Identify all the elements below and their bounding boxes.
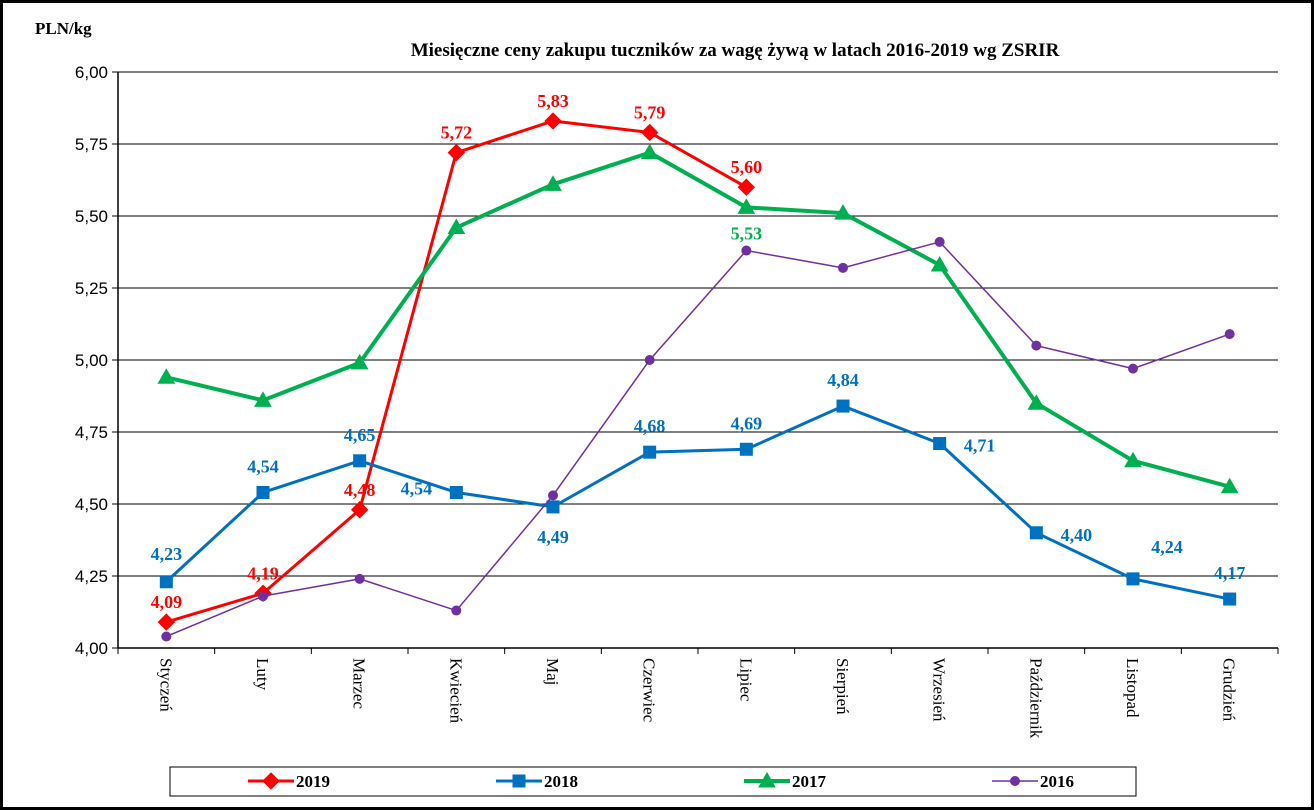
data-label: 4,24 [1151,537,1183,557]
data-label: 4,19 [247,563,279,583]
marker [451,605,462,616]
marker [447,218,466,235]
marker [548,490,558,501]
marker [1027,394,1046,410]
data-label: 4,54 [247,456,279,476]
legend-label: 2018 [544,772,578,791]
marker [447,143,466,162]
marker [838,262,848,273]
x-tick-label: Lipiec [736,658,755,702]
data-label: 4,68 [634,416,666,436]
x-tick-label: Styczeń [156,658,175,712]
marker [350,353,369,370]
marker [354,573,365,584]
marker [544,112,562,130]
y-tick-label: 4,75 [75,423,108,442]
x-tick-label: Wrzesień [930,658,949,722]
marker [353,454,367,468]
marker [930,255,949,272]
data-label: 5,72 [441,123,473,143]
marker [933,437,947,451]
x-tick-label: Maj [543,658,562,685]
marker [449,485,463,499]
y-tick-label: 4,25 [75,567,108,586]
y-tick-label: 6,00 [75,63,108,82]
marker [254,391,272,407]
legend-marker [758,771,776,788]
marker [256,485,270,499]
data-label: 4,71 [964,436,996,456]
marker [741,245,752,256]
data-label: 5,60 [731,157,763,177]
data-label: 4,54 [401,478,433,498]
series-line [166,241,1230,638]
marker [739,442,753,456]
legend-label: 2017 [792,772,827,791]
marker [157,368,176,384]
data-label: 4,09 [151,592,183,612]
legend-marker [512,774,526,788]
y-tick-label: 5,00 [75,351,108,370]
data-label: 4,23 [151,544,183,564]
marker [1126,572,1140,586]
data-label: 4,40 [1061,525,1093,545]
marker [737,198,756,214]
data-label: 4,17 [1214,563,1246,583]
marker [640,143,659,160]
marker [157,613,176,631]
marker [644,355,655,365]
series-line [165,150,1231,489]
y-tick-label: 4,50 [75,495,108,514]
marker [643,445,657,459]
legend-box [169,766,1137,797]
x-tick-label: Luty [253,658,272,691]
legend-label: 2016 [1040,772,1074,791]
x-tick-label: Listopad [1123,658,1142,718]
y-tick-label: 5,75 [75,135,108,154]
marker [161,631,172,642]
data-label: 4,49 [537,527,569,547]
data-label: 5,83 [537,91,569,111]
y-tick-label: 5,25 [75,279,108,298]
marker [544,175,562,191]
marker [1223,592,1237,606]
x-tick-label: Sierpień [833,658,852,715]
marker [834,204,852,220]
data-label: 4,48 [344,480,376,500]
y-tick-label: 5,50 [75,207,108,226]
y-tick-label: 4,00 [75,639,108,658]
chart-title: Miesięczne ceny zakupu tuczników za wagę… [411,40,1060,61]
marker [1224,329,1235,340]
series-line [165,404,1230,601]
marker [1031,340,1042,351]
marker [1124,451,1142,468]
marker [546,500,560,514]
marker [159,575,173,589]
data-label: 5,53 [731,223,763,243]
x-tick-label: Grudzień [1220,658,1239,722]
marker [1220,477,1239,494]
legend-marker [1010,776,1020,786]
data-label: 4,65 [344,425,376,445]
x-tick-label: Październik [1026,658,1045,739]
data-label: 4,69 [731,413,763,433]
x-tick-label: Marzec [350,658,369,709]
x-tick-label: Czerwiec [640,658,659,723]
marker [258,591,268,602]
marker [1128,363,1138,374]
marker [350,501,369,519]
data-label: 4,84 [827,370,859,390]
data-label: 5,79 [634,102,666,122]
marker [934,236,945,247]
marker [737,178,756,196]
marker [836,399,850,413]
y-axis-label: PLN/kg [35,19,92,38]
marker [640,123,659,142]
x-tick-label: Kwiecień [446,658,465,724]
legend-marker [262,772,280,790]
legend-label: 2019 [296,772,330,791]
marker [1029,526,1043,540]
